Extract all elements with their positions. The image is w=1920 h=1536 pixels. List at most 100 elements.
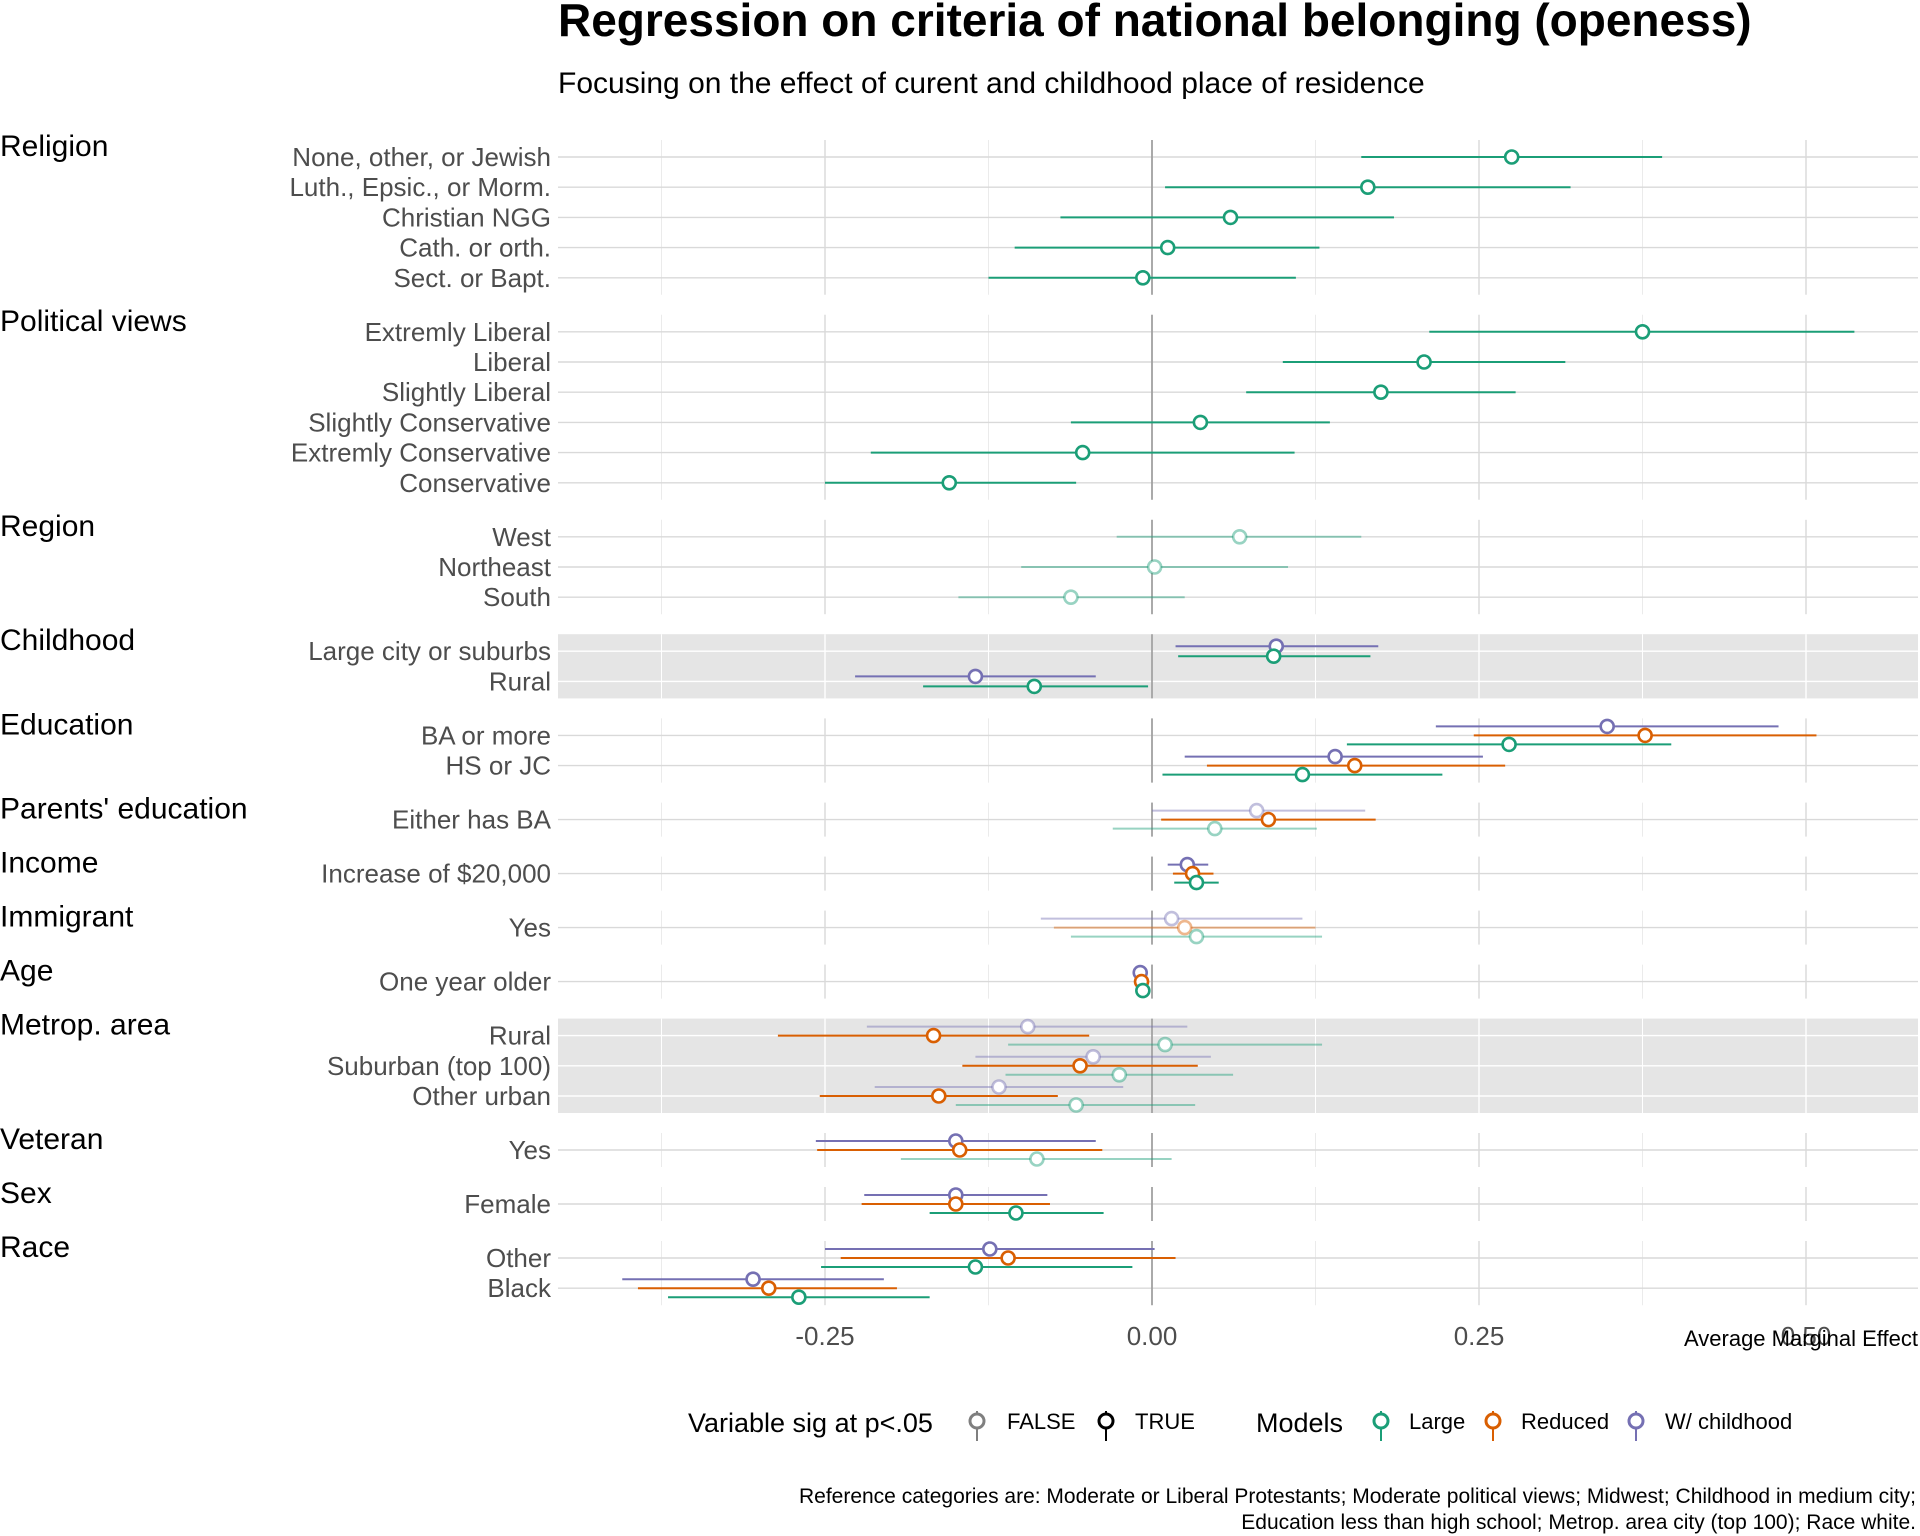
group-label-parents-education: Parents' education (0, 793, 248, 826)
estimate-point (982, 1241, 998, 1257)
panel-shade (558, 634, 1918, 699)
estimate-point (967, 668, 984, 685)
category-label: Liberal (473, 347, 551, 377)
estimate-point (1063, 589, 1079, 606)
estimate-point (1637, 727, 1653, 744)
category-label: Other urban (412, 1081, 551, 1111)
group-label-veteran: Veteran (0, 1123, 103, 1156)
category-label: Conservative (399, 468, 551, 498)
estimate-point (930, 1088, 947, 1104)
panel-veteran: Veteran Yes (0, 1123, 1918, 1167)
category-label: Rural (489, 666, 551, 696)
x-axis-title: Average Marginal Effect (1684, 1326, 1918, 1351)
estimate-point (1159, 239, 1176, 256)
legend-model-reduced-label: Reduced (1521, 1409, 1609, 1434)
estimate-point (947, 1196, 964, 1212)
group-label-region: Region (0, 510, 95, 543)
estimate-point (1501, 736, 1517, 753)
category-label: Extremly Liberal (365, 317, 551, 347)
estimate-point (1135, 269, 1151, 286)
estimate-point (1206, 820, 1223, 837)
group-label-religion: Religion (0, 130, 108, 163)
legend-model-wchildhood-key (1627, 1411, 1645, 1441)
estimate-point (1026, 678, 1043, 695)
estimate-point (1135, 982, 1151, 999)
estimate-point (1634, 323, 1651, 340)
estimate-point (1294, 766, 1311, 783)
estimate-point (1019, 1018, 1036, 1035)
estimate-point (1072, 1058, 1088, 1074)
chart-title: Regression on criteria of national belon… (558, 0, 1752, 46)
category-label: Female (464, 1189, 551, 1219)
caption-line-2: Education less than high school; Metrop.… (1241, 1511, 1916, 1534)
estimate-point (791, 1289, 807, 1305)
x-tick-label: 0.00 (1127, 1321, 1178, 1351)
category-label: South (483, 582, 551, 612)
group-label-immigrant: Immigrant (0, 901, 134, 934)
estimate-point (1068, 1097, 1084, 1113)
category-label: Suburban (top 100) (327, 1051, 551, 1081)
estimate-point (1416, 354, 1432, 370)
group-label-education: Education (0, 708, 133, 741)
estimate-point (1260, 811, 1277, 828)
legend-model-large-key (1372, 1411, 1390, 1441)
estimate-point (1157, 1036, 1173, 1053)
estimate-point (1085, 1049, 1101, 1065)
category-label: Sect. or Bapt. (393, 263, 551, 293)
category-label: HS or JC (446, 751, 551, 781)
x-tick-label: 0.50 (1781, 1321, 1832, 1351)
estimate-point (925, 1027, 942, 1044)
estimate-point (1503, 149, 1520, 165)
category-label: Yes (509, 913, 551, 943)
category-label: Yes (509, 1135, 551, 1165)
estimate-point (1327, 748, 1343, 765)
group-label-race: Race (0, 1231, 70, 1264)
category-label: Luth., Epsic., or Morm. (289, 172, 551, 202)
panel-age: Age One year older (0, 955, 1918, 999)
legend-sig-false-key (968, 1411, 986, 1441)
estimate-point (1074, 444, 1091, 461)
category-label: One year older (379, 967, 551, 997)
estimate-point (1346, 757, 1363, 774)
estimate-point (1000, 1250, 1016, 1266)
x-tick-label: 0.25 (1454, 1321, 1505, 1351)
category-label: Slightly Liberal (382, 377, 551, 407)
estimate-point (760, 1280, 777, 1296)
category-label: Other (486, 1243, 551, 1273)
caption-line-1: Reference categories are: Moderate or Li… (799, 1485, 1916, 1508)
estimate-point (967, 1259, 984, 1275)
category-label: West (492, 522, 552, 552)
category-label: Extremly Conservative (291, 438, 551, 468)
x-axis: -0.25 0.00 0.25 0.50 (795, 1321, 1831, 1351)
group-label-metrop-area: Metrop. area (0, 1009, 170, 1042)
category-label: Slightly Conservative (308, 407, 551, 437)
estimate-point (1231, 528, 1248, 545)
category-label: Cath. or orth. (399, 233, 551, 263)
category-label: Northeast (438, 552, 551, 582)
estimate-point (1008, 1205, 1024, 1221)
category-label: Rural (489, 1021, 551, 1051)
legend-model-reduced-key (1484, 1411, 1502, 1441)
estimate-point (1248, 802, 1265, 819)
chart-subtitle: Focusing on the effect of curent and chi… (558, 67, 1425, 100)
legend-model-wchildhood-label: W/ childhood (1665, 1409, 1792, 1434)
category-label: Christian NGG (382, 202, 551, 232)
estimate-point (1176, 919, 1193, 936)
estimate-point (991, 1079, 1007, 1095)
estimate-point (745, 1271, 761, 1287)
estimate-point (1111, 1067, 1128, 1083)
legend-sig-title: Variable sig at p<.05 (688, 1408, 933, 1438)
panel-political-views: Political views Extremly LiberalLiberalSl… (0, 305, 1918, 500)
legend-sig-true-key (1097, 1411, 1115, 1441)
panel-income: Income Increase of $20,000 (0, 847, 1918, 891)
estimate-point (1029, 1151, 1045, 1167)
group-label-sex: Sex (0, 1177, 52, 1210)
estimate-point (1146, 559, 1163, 575)
